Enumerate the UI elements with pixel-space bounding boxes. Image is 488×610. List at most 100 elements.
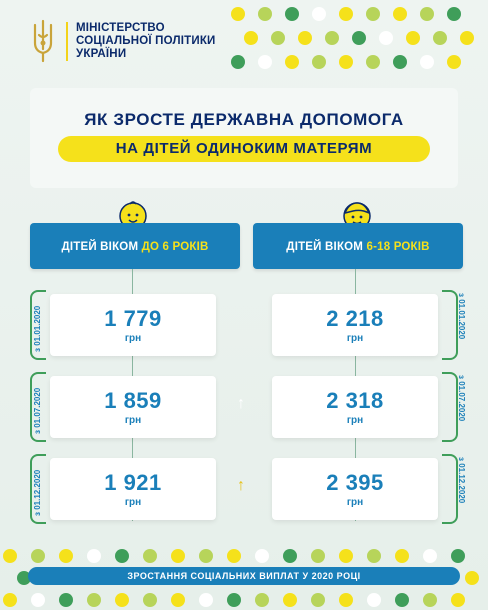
decor-dot	[17, 571, 31, 585]
right-date-2: з 01.07.2020	[457, 375, 466, 422]
right-column-header: ДІТЕЙ ВІКОМ 6-18 РОКІВ	[253, 223, 463, 269]
decor-dot	[367, 549, 381, 563]
right-amount-card-2: 2 318 грн	[272, 376, 438, 438]
right-date-1: з 01.01.2020	[457, 293, 466, 340]
ministry-line-3: УКРАЇНИ	[76, 47, 127, 60]
decor-dot	[451, 593, 465, 607]
amount-unit: грн	[346, 497, 364, 508]
amount-value: 2 318	[326, 388, 384, 413]
decor-dot	[271, 31, 285, 45]
decor-dot	[379, 31, 393, 45]
amount-value: 1 921	[104, 470, 162, 495]
ministry-line-2: СОЦІАЛЬНОЇ ПОЛІТИКИ	[76, 34, 216, 47]
left-date-bracket-1	[30, 290, 46, 360]
left-date-1: з 01.01.2020	[33, 305, 42, 352]
decor-dot	[339, 55, 353, 69]
decor-dot	[31, 593, 45, 607]
decor-dot	[285, 55, 299, 69]
decor-dot	[59, 593, 73, 607]
decor-dot	[59, 549, 73, 563]
left-date-bracket-2	[30, 372, 46, 442]
amount-unit: грн	[124, 333, 142, 344]
decor-dot	[465, 571, 479, 585]
decor-dot	[31, 549, 45, 563]
decor-dot	[339, 593, 353, 607]
decor-dot	[311, 549, 325, 563]
left-date-2: з 01.07.2020	[33, 387, 42, 434]
left-amount-card-2: 1 859 грн	[50, 376, 216, 438]
decor-dot	[231, 55, 245, 69]
decor-dot	[423, 593, 437, 607]
baby-face-icon	[119, 201, 147, 230]
decor-dot	[352, 31, 366, 45]
ministry-name: МІНІСТЕРСТВО СОЦІАЛЬНОЇ ПОЛІТИКИ УКРАЇНИ	[66, 21, 216, 61]
right-amount-card-1: 2 218 грн	[272, 294, 438, 356]
decor-dot	[433, 31, 447, 45]
amount-value: 2 218	[326, 306, 384, 331]
footer-banner: ЗРОСТАННЯ СОЦІАЛЬНИХ ВИПЛАТ У 2020 РОЦІ	[28, 567, 460, 585]
decor-dot	[244, 31, 258, 45]
amount-unit: грн	[124, 415, 142, 426]
title-line-2: НА ДІТЕЙ ОДИНОКИМ МАТЕРЯМ	[58, 136, 430, 162]
decor-dot	[258, 55, 272, 69]
left-amount-card-1: 1 779 грн	[50, 294, 216, 356]
decor-dot	[393, 7, 407, 21]
decor-dot	[227, 593, 241, 607]
decor-dot	[255, 593, 269, 607]
decor-dot	[199, 549, 213, 563]
up-arrow-white-icon: ↑	[237, 395, 245, 412]
decor-dot	[366, 55, 380, 69]
right-date-bracket-3	[442, 454, 458, 524]
left-header-highlight: ДО 6 РОКІВ	[141, 241, 209, 253]
decor-dot	[420, 7, 434, 21]
decor-dot	[395, 549, 409, 563]
decor-dot	[115, 593, 129, 607]
decor-dot	[447, 7, 461, 21]
left-date-bracket-3	[30, 454, 46, 524]
right-date-bracket-1	[442, 290, 458, 360]
right-header-prefix: ДІТЕЙ ВІКОМ	[286, 241, 367, 253]
decor-dot	[255, 549, 269, 563]
left-header-prefix: ДІТЕЙ ВІКОМ	[61, 241, 142, 253]
decor-dot	[283, 593, 297, 607]
right-amount-card-3: 2 395 грн	[272, 458, 438, 520]
decor-dot	[227, 549, 241, 563]
decor-dot	[87, 549, 101, 563]
amount-value: 1 859	[104, 388, 162, 413]
decor-dot	[311, 593, 325, 607]
amount-value: 1 779	[104, 306, 162, 331]
left-amount-card-3: 1 921 грн	[50, 458, 216, 520]
decor-dot	[420, 55, 434, 69]
ministry-header: МІНІСТЕРСТВО СОЦІАЛЬНОЇ ПОЛІТИКИ УКРАЇНИ	[28, 14, 216, 68]
decor-dot	[298, 31, 312, 45]
decor-dot	[3, 549, 17, 563]
decor-dot	[451, 549, 465, 563]
decor-dot	[87, 593, 101, 607]
left-date-3: з 01.12.2020	[33, 469, 42, 516]
decor-dot	[339, 549, 353, 563]
decor-dot	[447, 55, 461, 69]
up-arrow-yellow-icon: ↑	[237, 477, 245, 494]
decor-dot	[460, 31, 474, 45]
ministry-line-1: МІНІСТЕРСТВО	[76, 21, 165, 34]
trident-icon	[33, 19, 53, 63]
decor-dot	[199, 593, 213, 607]
right-header-highlight: 6-18 РОКІВ	[366, 241, 430, 253]
decor-dot	[406, 31, 420, 45]
decor-dot	[325, 31, 339, 45]
decor-dot	[312, 55, 326, 69]
decor-dot	[258, 7, 272, 21]
amount-unit: грн	[346, 415, 364, 426]
amount-value: 2 395	[326, 470, 384, 495]
right-date-bracket-2	[442, 372, 458, 442]
decor-dot	[339, 7, 353, 21]
decor-dot	[143, 549, 157, 563]
amount-unit: грн	[124, 497, 142, 508]
decor-dot	[423, 549, 437, 563]
decor-dot	[283, 549, 297, 563]
decor-dot	[312, 7, 326, 21]
decor-dot	[115, 549, 129, 563]
decor-dot	[366, 7, 380, 21]
decor-dot	[171, 593, 185, 607]
